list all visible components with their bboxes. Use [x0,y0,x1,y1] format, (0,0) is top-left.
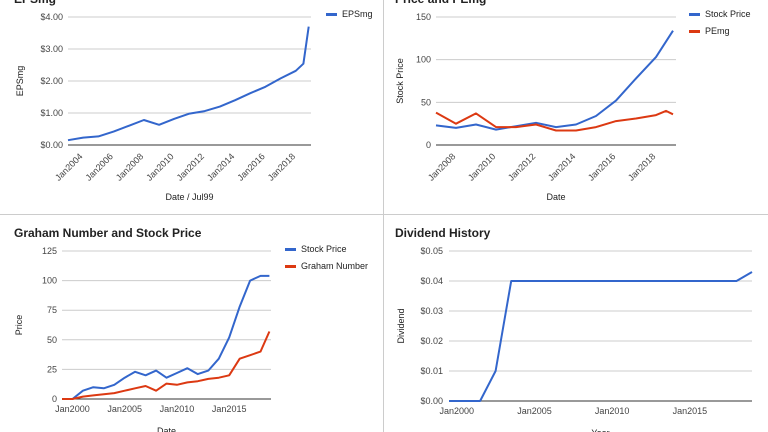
y-tick-label: $3.00 [40,44,63,54]
x-tick-label: Jan2015 [673,406,708,416]
chart-panel-1: EPSmg$0.00$1.00$2.00$3.00$4.00Jan2004Jan… [14,0,373,202]
legend-swatch [285,248,296,251]
chart-title: Dividend History [395,226,491,240]
legend-label: EPSmg [342,9,373,19]
x-tick-label: Jan2012 [175,151,206,182]
x-tick-label: Jan2010 [144,151,175,182]
x-tick-label: Jan2005 [517,406,552,416]
series-line [62,331,271,400]
x-tick-label: Jan2016 [586,151,617,182]
y-tick-label: $0.05 [420,246,443,256]
legend-swatch [326,13,337,16]
x-tick-label: Jan2018 [626,151,657,182]
y-tick-label: 100 [42,276,57,286]
y-tick-label: $0.02 [420,336,443,346]
y-tick-label: $0.03 [420,306,443,316]
chart-panel-3: Graham Number and Stock Price 0 25 50 75 100 1… [14,226,368,432]
legend-swatch [285,265,296,268]
y-tick-label: $2.00 [40,76,63,86]
chart-title: Price and PEmg [395,0,486,6]
x-axis-title: Date [157,426,176,432]
x-axis-title: Date / Jul99 [165,192,213,202]
series-line [67,26,310,142]
y-tick-label: $0.04 [420,276,443,286]
x-tick-label: Jan2010 [466,151,497,182]
y-axis-title: EPSmg [15,66,25,97]
y-tick-label: 75 [47,305,57,315]
x-tick-label: Jan2015 [212,404,247,414]
x-tick-label: Jan2010 [160,404,195,414]
series-line [62,274,270,400]
chart-panel-4: Dividend History $0.00 $0.01 $0.02 $0.03 $0.0… [395,226,753,432]
x-tick-label: Jan2000 [55,404,90,414]
y-axis-title: Dividend [396,308,406,343]
x-tick-label: Jan2010 [595,406,630,416]
y-tick-label: $0.00 [40,140,63,150]
y-tick-label: 150 [416,12,431,22]
y-tick-label: 50 [421,97,431,107]
y-tick-label: $0.00 [420,396,443,406]
y-tick-label: 100 [416,55,431,65]
chart-title: Graham Number and Stock Price [14,226,202,240]
y-axis-title: Stock Price [395,58,405,104]
x-tick-label: Jan2004 [53,151,84,182]
x-axis-title: Date [546,192,565,202]
y-tick-label: 125 [42,246,57,256]
x-tick-label: Jan2005 [107,404,142,414]
y-tick-label: $1.00 [40,108,63,118]
legend-label: Stock Price [301,244,347,254]
chart-panel-2: Price and PEmg 0 50 100 150 Jan2008 Jan2010 Jan… [395,0,751,202]
x-tick-label: Jan2018 [266,151,297,182]
y-tick-label: 0 [426,140,431,150]
chart-title: EPSmg [14,0,56,6]
x-tick-label: Jan2000 [439,406,474,416]
legend-swatch [689,13,700,16]
series-line [435,109,674,132]
y-tick-label: $4.00 [40,12,63,22]
legend-label: PEmg [705,26,730,36]
x-tick-label: Jan2014 [205,151,236,182]
x-tick-label: Jan2014 [546,151,577,182]
x-tick-label: Jan2012 [506,151,537,182]
x-tick-label: Jan2008 [114,151,145,182]
x-tick-label: Jan2016 [235,151,266,182]
y-tick-label: 25 [47,364,57,374]
y-tick-label: $0.01 [420,366,443,376]
series-line [435,30,674,131]
y-axis-title: Price [14,315,24,336]
y-tick-label: 0 [52,394,57,404]
x-tick-label: Jan2006 [83,151,114,182]
x-tick-label: Jan2008 [426,151,457,182]
legend-swatch [689,30,700,33]
series-line [449,271,753,402]
legend-label: Graham Number [301,261,368,271]
y-tick-label: 50 [47,335,57,345]
legend-label: Stock Price [705,9,751,19]
x-axis-title: Year [591,428,609,432]
